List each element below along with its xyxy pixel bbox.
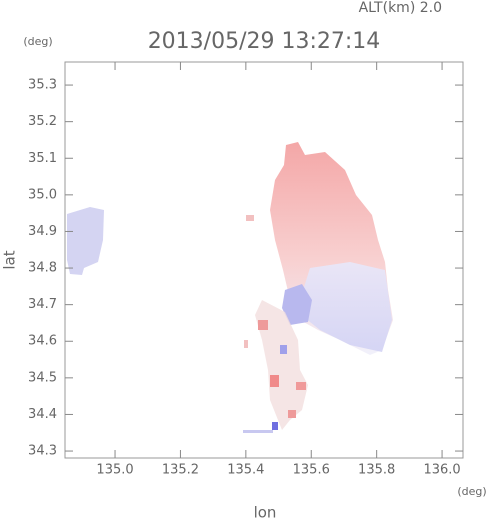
echo-cell <box>296 382 306 390</box>
echo-west <box>67 207 104 275</box>
echo-field <box>67 142 393 433</box>
echo-core <box>282 284 312 325</box>
y-tick-label: 34.6 <box>28 334 57 349</box>
echo-cell <box>244 340 248 348</box>
y-tick-label: 34.7 <box>28 297 57 312</box>
x-tick-label: 135.4 <box>227 463 264 478</box>
y-tick-label: 35.2 <box>28 114 57 129</box>
y-tick-label: 34.4 <box>28 407 57 422</box>
x-tick-label: 135.0 <box>96 463 133 478</box>
echo-cell <box>258 320 268 330</box>
y-tick-label: 35.1 <box>28 151 57 166</box>
y-unit: (deg) <box>23 35 52 48</box>
y-axis-label: lat <box>1 250 19 269</box>
y-tick-label: 35.3 <box>28 78 57 93</box>
x-unit: (deg) <box>457 485 486 498</box>
echo-blue <box>300 262 392 352</box>
echo-cell <box>288 410 296 418</box>
x-tick-label: 135.6 <box>293 463 330 478</box>
echo-cell <box>270 375 279 387</box>
y-tick-label: 34.3 <box>28 444 57 459</box>
echo-cell <box>246 215 254 221</box>
y-tick-label: 34.8 <box>28 261 57 276</box>
x-tick-label: 135.2 <box>162 463 199 478</box>
y-tick-label: 35.0 <box>28 187 57 202</box>
echo-cell <box>280 345 287 354</box>
echo-south <box>255 300 308 430</box>
altitude: ALT(km) 2.0 <box>359 0 442 16</box>
y-tick-label: 34.5 <box>28 370 57 385</box>
echo-cell <box>272 422 278 430</box>
echo-cell <box>243 430 273 433</box>
x-tick-label: 135.8 <box>358 463 395 478</box>
y-tick-label: 34.9 <box>28 224 57 239</box>
x-tick-label: 136.0 <box>423 463 460 478</box>
chart-title: 2013/05/29 13:27:14 <box>148 29 381 54</box>
x-axis-label: lon <box>254 504 277 521</box>
plot-frame <box>64 61 464 459</box>
